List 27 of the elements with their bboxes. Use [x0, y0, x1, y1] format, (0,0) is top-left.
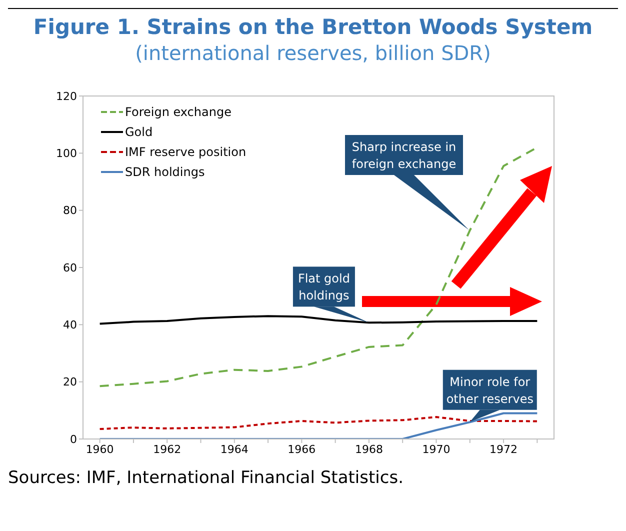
- x-tick-label: 1966: [288, 442, 316, 456]
- y-tick-label: 20: [63, 376, 77, 389]
- y-tick-label: 100: [56, 147, 77, 160]
- annotation: Sharp increase in foreign exchange: [352, 140, 456, 171]
- y-tick-label: 120: [56, 90, 77, 103]
- y-tick-label: 80: [63, 204, 77, 218]
- legend-label: Gold: [125, 125, 153, 139]
- line-series: [98, 315, 538, 325]
- x-tick-label: 1972: [490, 442, 518, 456]
- x-tick-label: 1968: [354, 442, 383, 456]
- x-tick-label: 1970: [422, 442, 450, 456]
- line-series: [98, 412, 538, 439]
- chart-title: Figure 1. Strains on the Bretton Woods System: [32, 15, 594, 39]
- annotation: Flat gold holdings: [298, 272, 350, 303]
- annotation: Minor role for other reserves: [446, 374, 534, 406]
- y-tick-label: 0: [70, 432, 77, 446]
- legend-label: Foreign exchange: [125, 105, 232, 119]
- chart-subtitle: (international reserves, billion SDR): [134, 41, 492, 65]
- line-series: [98, 416, 538, 430]
- legend-label: SDR holdings: [125, 165, 205, 179]
- y-tick-label: 40: [63, 318, 77, 332]
- x-tick-label: 1960: [86, 442, 114, 456]
- legend-label: IMF reserve position: [125, 145, 246, 159]
- x-tick-label: 1964: [220, 442, 248, 456]
- source-note: Sources: IMF, International Financial Statistics.: [8, 468, 405, 488]
- y-tick-label: 60: [63, 261, 77, 274]
- x-tick-label: 1962: [153, 442, 182, 456]
